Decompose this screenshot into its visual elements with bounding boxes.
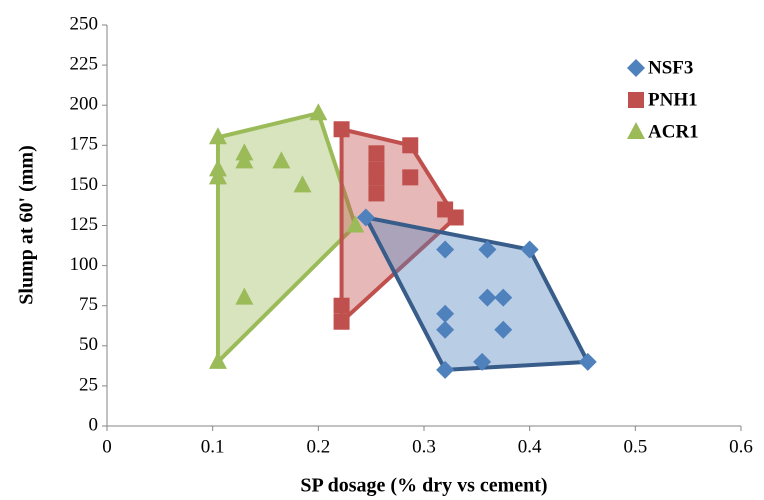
point (333, 121, 350, 138)
point (235, 287, 254, 305)
legend-marker (628, 92, 644, 108)
point (346, 215, 365, 233)
y-axis-title: Slump at 60' (mm) (16, 145, 38, 304)
point (368, 169, 385, 186)
point (293, 175, 312, 193)
point (208, 127, 227, 145)
hull (363, 215, 590, 372)
point (520, 240, 539, 259)
point (436, 240, 455, 259)
legend-label: NSF3 (648, 57, 693, 78)
legend-marker (627, 122, 645, 139)
point (436, 320, 455, 339)
point (478, 240, 497, 259)
point (208, 167, 227, 185)
y-tick-label: 200 (70, 94, 99, 115)
point (333, 313, 350, 330)
y-tick-label: 175 (70, 134, 99, 155)
point (235, 151, 254, 169)
point (436, 360, 455, 379)
point (447, 209, 464, 226)
point (272, 151, 291, 169)
x-tick-label: 0.3 (412, 436, 436, 457)
y-tick-label: 75 (79, 294, 98, 315)
point (309, 103, 328, 121)
x-tick-label: 0.6 (729, 436, 753, 457)
point (473, 352, 492, 371)
point (208, 351, 227, 369)
y-tick-label: 100 (70, 254, 99, 275)
y-tick-label: 225 (70, 53, 99, 74)
point (436, 304, 455, 323)
y-tick-label: 125 (70, 214, 99, 235)
legend-marker (627, 59, 645, 77)
y-tick-label: 50 (79, 334, 98, 355)
point (368, 145, 385, 162)
y-tick-label: 0 (89, 414, 99, 435)
x-tick-label: 0.4 (518, 436, 542, 457)
y-tick-label: 250 (70, 13, 99, 34)
x-axis-title: SP dosage (% dry vs cement) (300, 475, 547, 497)
x-tick-label: 0.1 (201, 436, 225, 457)
x-tick-label: 0.5 (623, 436, 647, 457)
x-tick-label: 0 (102, 436, 112, 457)
point (494, 288, 513, 307)
point (402, 169, 419, 186)
point (333, 297, 350, 314)
y-tick-label: 25 (79, 374, 98, 395)
point (578, 352, 597, 371)
x-tick-label: 0.2 (306, 436, 330, 457)
point (402, 137, 419, 154)
point (356, 208, 375, 227)
point (494, 320, 513, 339)
legend-label: ACR1 (648, 121, 699, 142)
y-tick-label: 150 (70, 174, 99, 195)
point (368, 185, 385, 202)
legend-label: PNH1 (648, 89, 698, 110)
point (478, 288, 497, 307)
